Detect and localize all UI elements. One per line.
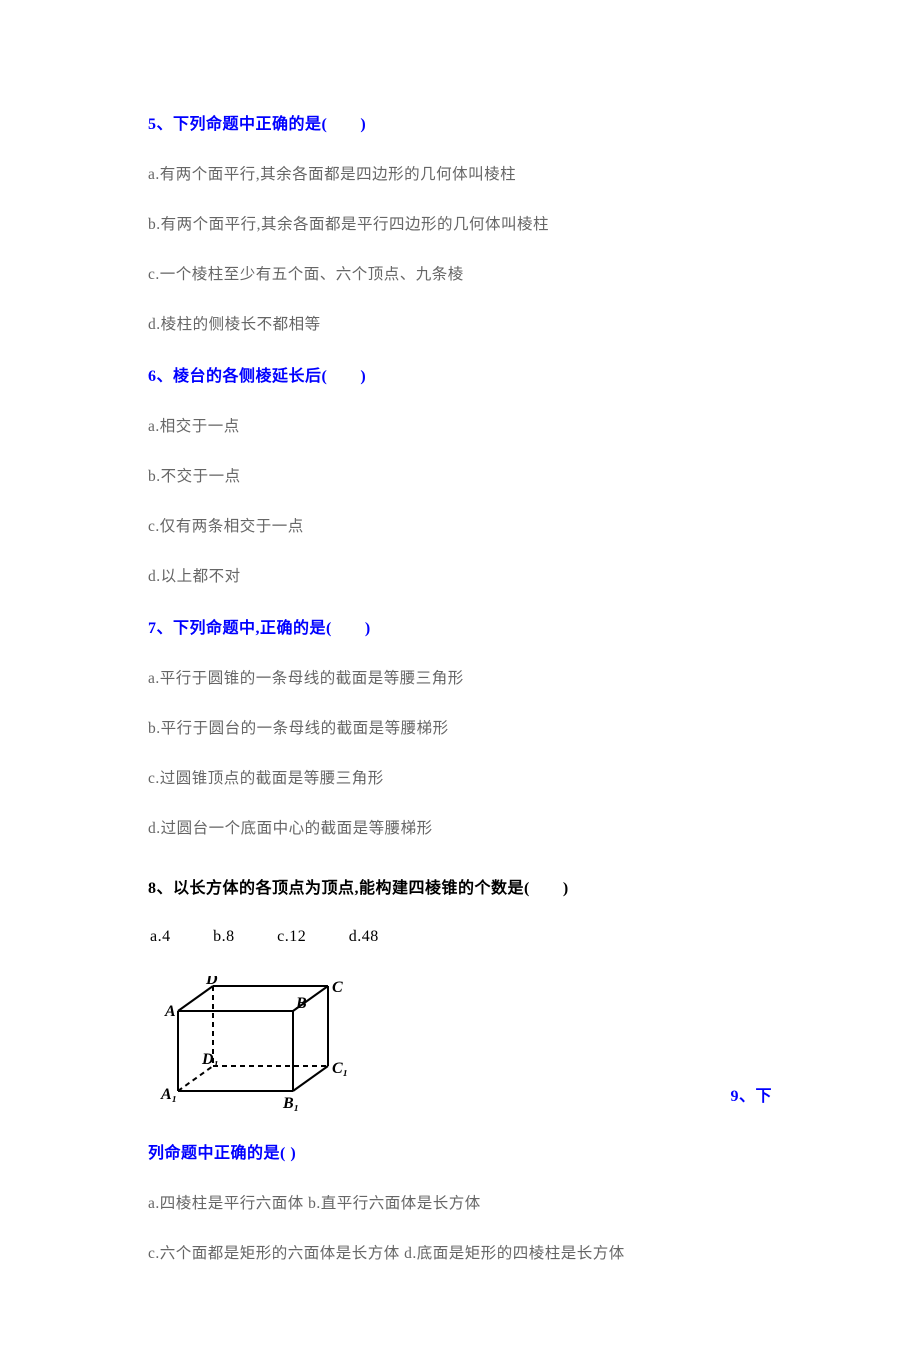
q6-option-a: a.相交于一点 (148, 414, 772, 436)
q7-option-d: d.过圆台一个底面中心的截面是等腰梯形 (148, 816, 772, 838)
label-A1: A₁ (160, 1086, 177, 1103)
q8-option-d: d.48 (349, 928, 379, 945)
q9-title-cont: 列命题中正确的是( ) (148, 1139, 772, 1163)
cuboid-svg: A B C D A₁ B₁ C₁ D₁ (158, 976, 358, 1111)
q5-option-b: b.有两个面平行,其余各面都是平行四边形的几何体叫棱柱 (148, 212, 772, 234)
label-A: A (164, 1003, 176, 1020)
q5-option-c: c.一个棱柱至少有五个面、六个顶点、九条棱 (148, 262, 772, 284)
q7-option-a: a.平行于圆锥的一条母线的截面是等腰三角形 (148, 666, 772, 688)
q8-option-c: c.12 (277, 928, 306, 945)
q7-title: 7、下列命题中,正确的是( ) (148, 614, 772, 638)
q8-option-a: a.4 (150, 928, 171, 945)
q8-figure-row: 9、下 (148, 976, 772, 1111)
q7-option-c: c.过圆锥顶点的截面是等腰三角形 (148, 766, 772, 788)
cuboid-figure: A B C D A₁ B₁ C₁ D₁ (158, 976, 358, 1111)
q8-option-b: b.8 (213, 928, 235, 945)
q6-option-d: d.以上都不对 (148, 564, 772, 586)
label-D1: D₁ (201, 1051, 219, 1068)
q6-option-c: c.仅有两条相交于一点 (148, 514, 772, 536)
q7-option-b: b.平行于圆台的一条母线的截面是等腰梯形 (148, 716, 772, 738)
q6-option-b: b.不交于一点 (148, 464, 772, 486)
q9-lead: 9、下 (730, 1082, 772, 1106)
label-B1: B₁ (282, 1095, 299, 1111)
q8-title: 8、以长方体的各顶点为顶点,能构建四棱锥的个数是( ) (148, 874, 772, 898)
label-C: C (332, 979, 343, 996)
q5-option-a: a.有两个面平行,其余各面都是四边形的几何体叫棱柱 (148, 162, 772, 184)
label-B: B (295, 995, 307, 1012)
q8-options: a.4 b.8 c.12 d.48 (150, 928, 772, 946)
document-page: 5、下列命题中正确的是( ) a.有两个面平行,其余各面都是四边形的几何体叫棱柱… (0, 0, 920, 1351)
q9-option-ab: a.四棱柱是平行六面体 b.直平行六面体是长方体 (148, 1191, 772, 1213)
q5-title: 5、下列命题中正确的是( ) (148, 110, 772, 134)
q6-title: 6、棱台的各侧棱延长后( ) (148, 362, 772, 386)
q9-option-cd: c.六个面都是矩形的六面体是长方体 d.底面是矩形的四棱柱是长方体 (148, 1241, 772, 1263)
label-D: D (205, 976, 218, 988)
q5-option-d: d.棱柱的侧棱长不都相等 (148, 312, 772, 334)
label-C1: C₁ (332, 1060, 348, 1077)
